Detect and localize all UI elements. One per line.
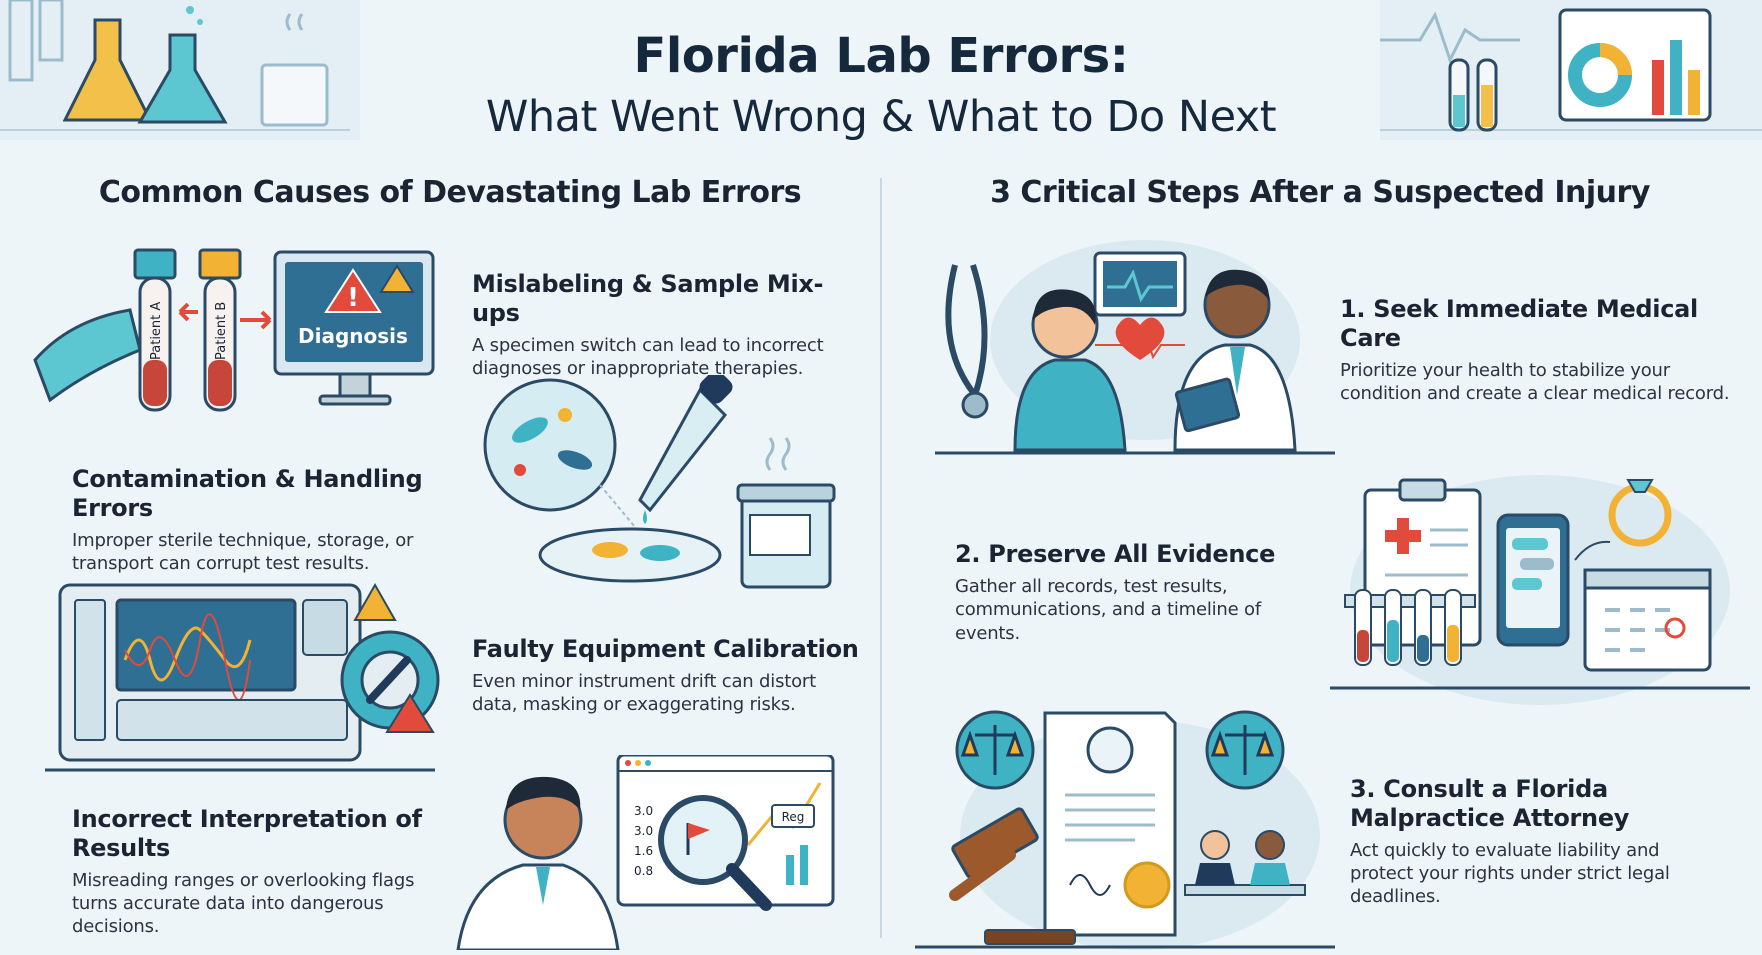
- cause-item-contamination: Contamination & Handling Errors Improper…: [72, 465, 482, 575]
- step-desc: Act quickly to evaluate liability and pr…: [1350, 839, 1670, 908]
- cause-title: Mislabeling & Sample Mix-ups: [472, 270, 824, 327]
- column-divider: [880, 178, 882, 938]
- cause-item-calibration: Faulty Equipment Calibration Even minor …: [472, 635, 862, 717]
- page-subtitle: What Went Wrong & What to Do Next: [485, 92, 1277, 142]
- report-value: 3.0: [634, 804, 653, 818]
- contamination-illustration: [483, 375, 836, 589]
- cause-desc: Even minor instrument drift can distort …: [472, 670, 816, 716]
- medical-care-illustration: [935, 251, 1335, 455]
- equipment-calibration-illustration: [45, 582, 440, 772]
- step-desc: Prioritize your health to stabilize your…: [1340, 359, 1730, 404]
- svg-text:!: !: [347, 283, 359, 313]
- step-title: 3. Consult a Florida Malpractice Attorne…: [1350, 775, 1630, 832]
- report-tag: Reg: [782, 810, 805, 824]
- cause-desc: Misreading ranges or overlooking flags t…: [72, 869, 415, 938]
- step-title: 2. Preserve All Evidence: [955, 540, 1276, 568]
- cause-item-interpretation: Incorrect Interpretation of Results Misr…: [72, 805, 432, 939]
- attorney-illustration: [915, 710, 1335, 949]
- cause-desc: Improper sterile technique, storage, or …: [72, 529, 414, 574]
- step-item-evidence: 2. Preserve All Evidence Gather all reco…: [955, 540, 1315, 645]
- step-item-attorney: 3. Consult a Florida Malpractice Attorne…: [1350, 775, 1680, 909]
- steps-heading: 3 Critical Steps After a Suspected Injur…: [990, 175, 1650, 210]
- tube-a-label: Patient A: [149, 302, 164, 360]
- header-charts-right-icon: [1380, 0, 1762, 140]
- cause-title: Incorrect Interpretation of Results: [72, 805, 422, 862]
- cause-title: Faulty Equipment Calibration: [472, 635, 859, 663]
- interpretation-illustration: 3.0 3.0 1.6 0.8 Reg: [456, 755, 835, 950]
- report-value: 3.0: [634, 824, 653, 838]
- causes-heading: Common Causes of Devastating Lab Errors: [98, 175, 802, 210]
- cause-desc: A specimen switch can lead to incorrect …: [472, 334, 824, 379]
- monitor-diagnosis-label: Diagnosis: [298, 324, 408, 348]
- header-glassware-left-icon: [0, 0, 360, 140]
- cause-title: Contamination & Handling Errors: [72, 465, 423, 522]
- report-value: 1.6: [634, 844, 653, 858]
- evidence-illustration: [1330, 478, 1750, 690]
- step-title: 1. Seek Immediate Medical Care: [1340, 295, 1698, 352]
- step-item-medical-care: 1. Seek Immediate Medical Care Prioritiz…: [1340, 295, 1740, 405]
- cause-item-mislabeling: Mislabeling & Sample Mix-ups A specimen …: [472, 270, 852, 380]
- sample-mixup-illustration: Patient A Patient B ! Diagnosis: [33, 248, 435, 412]
- tube-b-label: Patient B: [214, 302, 229, 360]
- step-desc: Gather all records, test results, commun…: [955, 575, 1261, 644]
- page-title: Florida Lab Errors:: [633, 28, 1129, 84]
- report-value: 0.8: [634, 864, 653, 878]
